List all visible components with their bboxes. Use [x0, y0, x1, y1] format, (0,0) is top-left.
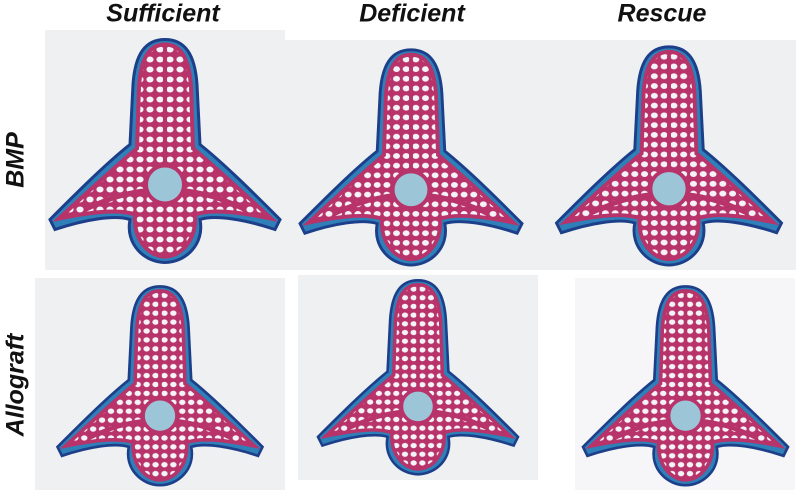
row-label: Allograft: [2, 332, 30, 437]
panel-grid: [35, 30, 796, 490]
column-header: Deficient: [359, 0, 466, 28]
column-header: Sufficient: [106, 0, 221, 28]
row-label: BMP: [2, 132, 30, 188]
column-header: Rescue: [618, 0, 707, 28]
